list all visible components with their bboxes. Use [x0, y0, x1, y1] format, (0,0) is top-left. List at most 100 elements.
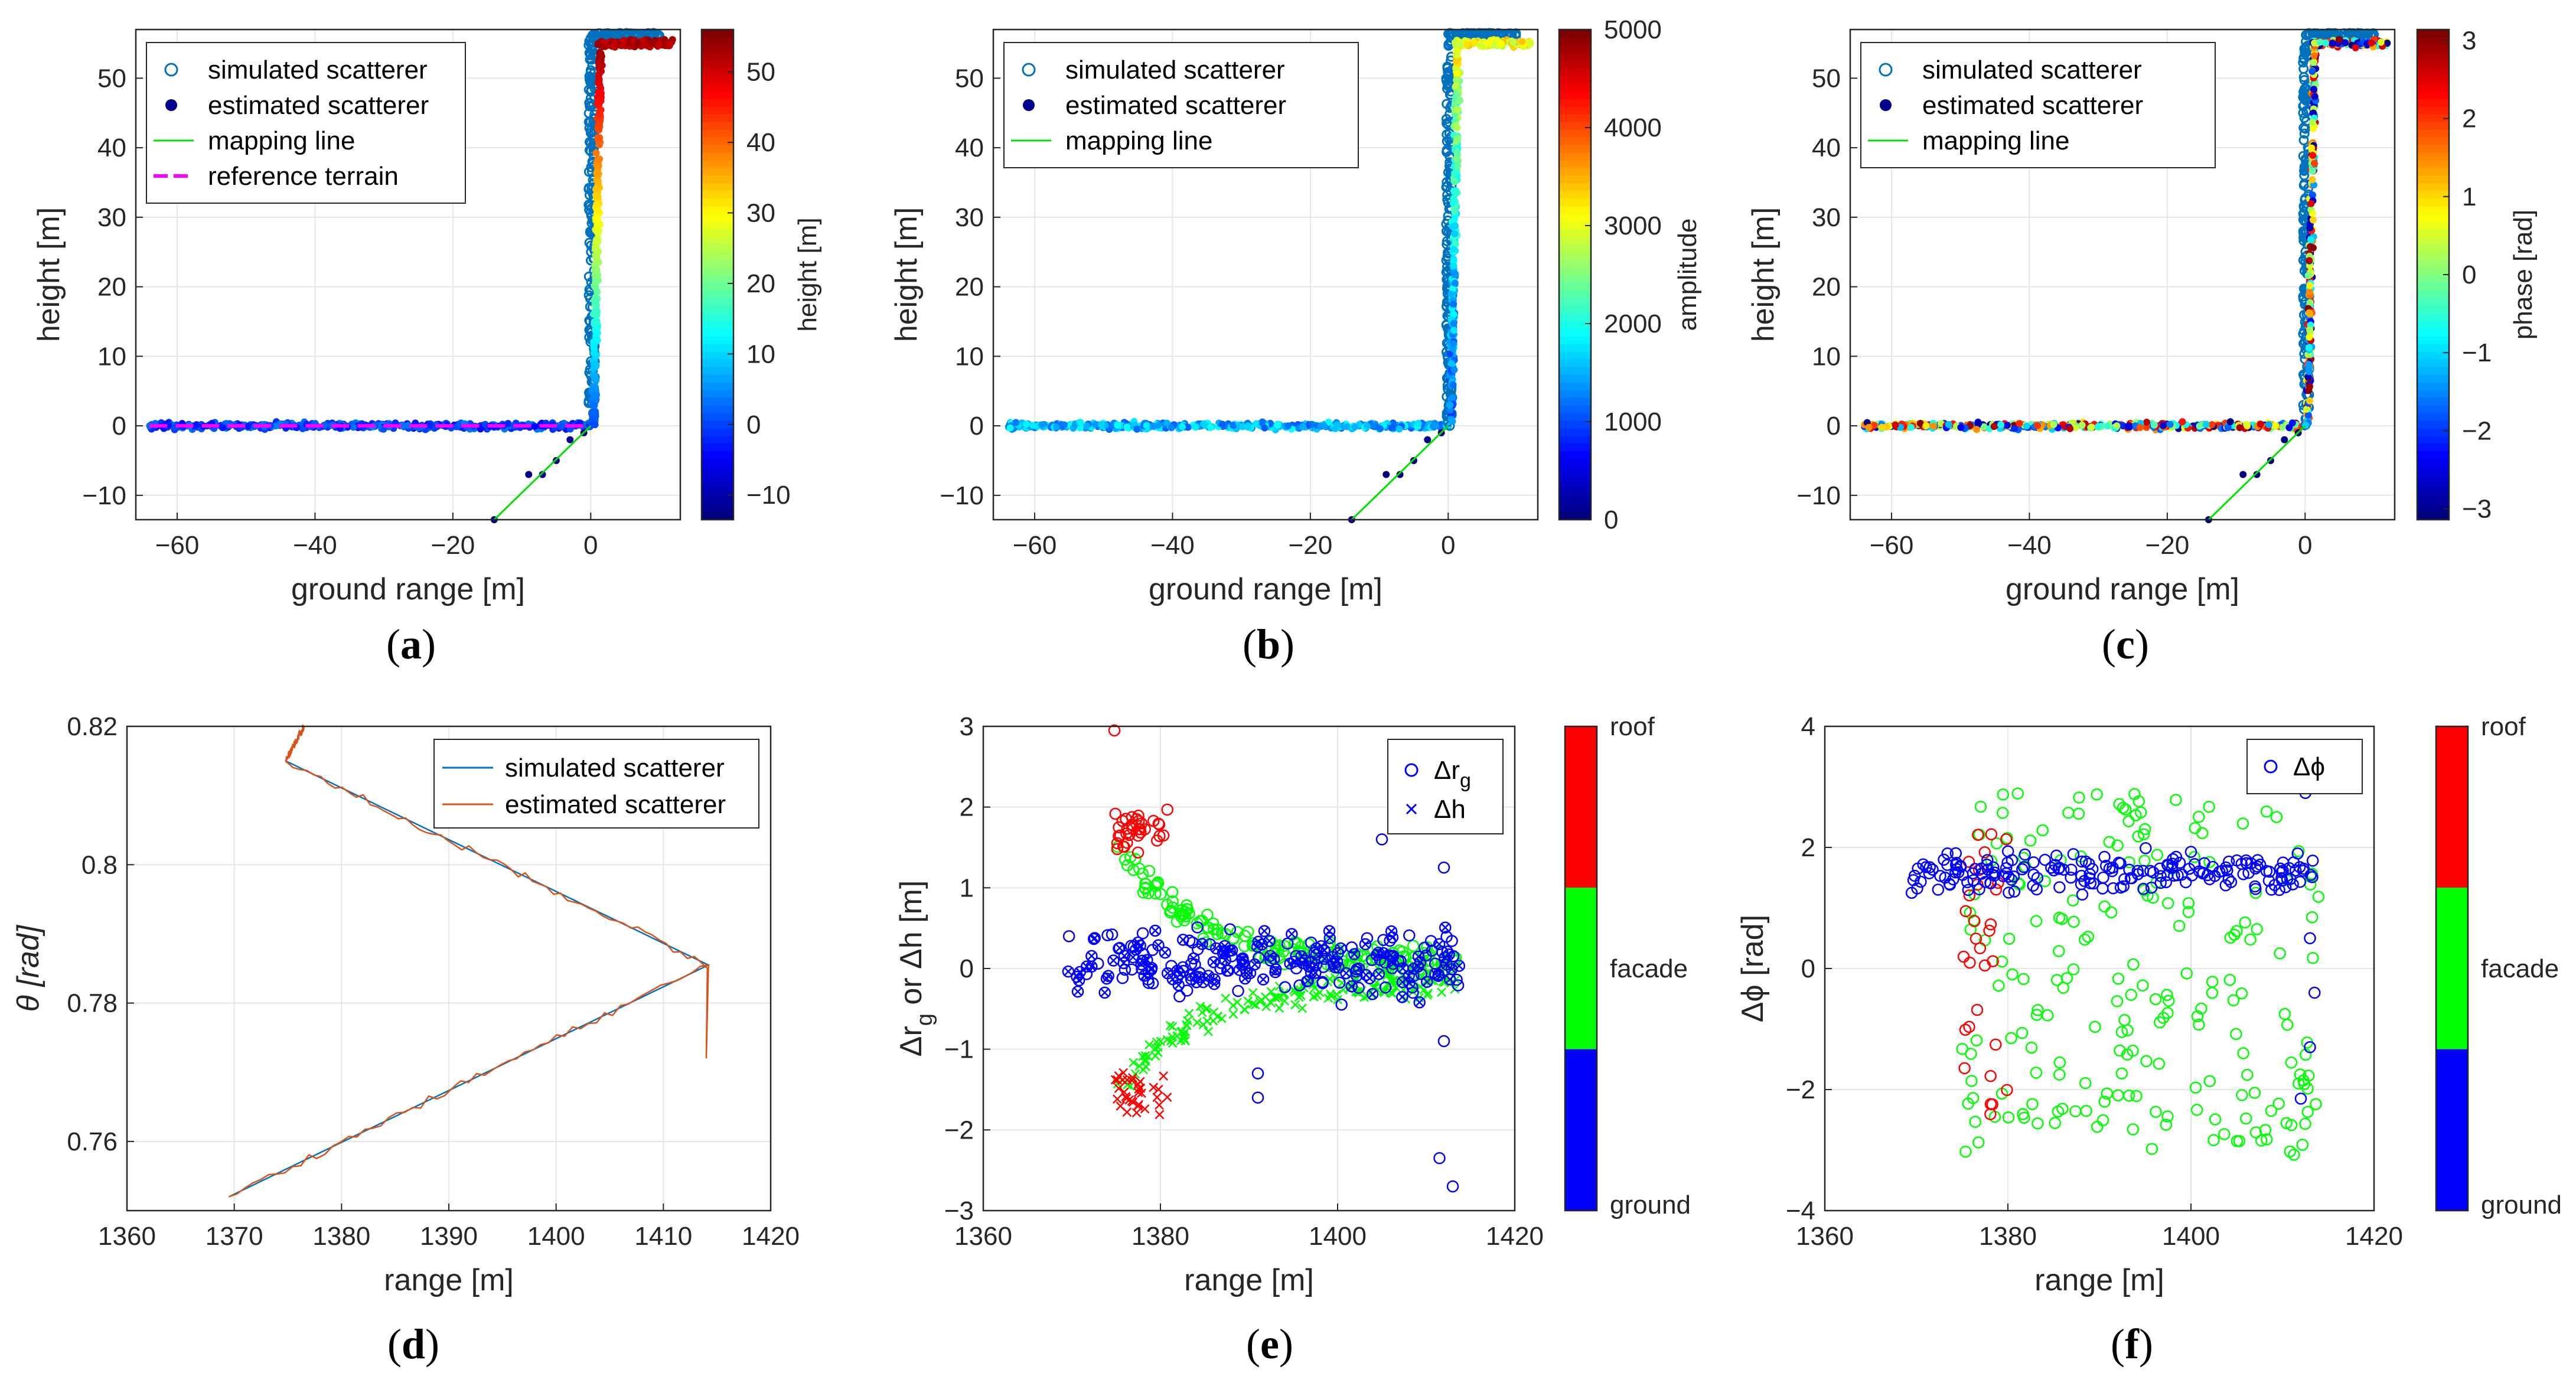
panel-caption: (b): [1243, 621, 1294, 668]
facade-point: [2305, 361, 2313, 368]
colorbar-segment: [702, 405, 733, 413]
colorbar-segment: [702, 358, 733, 367]
facade-point: [1452, 107, 1460, 115]
simulated-facade-point: [585, 128, 596, 138]
x-tick-label: −20: [1289, 531, 1333, 560]
caption-paren: (: [386, 621, 400, 668]
colorbar-segment: [2417, 167, 2449, 176]
colorbar-segment: [1559, 244, 1591, 253]
y-tick-label: 30: [97, 203, 126, 232]
ground-point: [2243, 420, 2251, 428]
legend-label: reference terrain: [208, 162, 399, 191]
colorbar-segment: [1559, 335, 1591, 344]
ground-point: [2094, 423, 2102, 431]
facade-point: [1452, 270, 1459, 278]
roof-point: [655, 41, 663, 49]
y-tick-label: 0: [1801, 954, 1815, 983]
colorbar-segment: [702, 190, 733, 199]
colorbar-segment: [1559, 275, 1591, 283]
roof-point: [620, 37, 628, 44]
colorbar-segment: [1559, 198, 1591, 207]
facade-point: [596, 155, 604, 163]
x-tick-label: 1410: [634, 1222, 692, 1251]
facade-point: [2308, 144, 2316, 152]
category-label: facade: [1610, 954, 1688, 983]
colorbar-segment: [2417, 335, 2449, 344]
colorbar-segment: [1559, 381, 1591, 390]
colorbar-segment: [2417, 121, 2449, 130]
colorbar-segment: [2417, 129, 2449, 138]
colorbar-segment: [2417, 136, 2449, 145]
colorbar-segment: [1559, 351, 1591, 360]
colorbar-segment: [2417, 213, 2449, 222]
roof-point: [2368, 39, 2375, 47]
facade-point: [1452, 58, 1460, 66]
colorbar-tick-label: 3000: [1604, 211, 1662, 240]
category-segment: [2436, 888, 2468, 1049]
colorbar-segment: [2417, 37, 2449, 45]
facade-point: [592, 191, 600, 199]
facade-point: [2307, 200, 2315, 207]
outlier-point: [2281, 436, 2288, 443]
colorbar-frame: [700, 28, 735, 521]
colorbar-segment: [1559, 67, 1591, 76]
y-axis-label: height [m]: [889, 207, 924, 342]
simulated-facade-point: [585, 65, 596, 76]
colorbar-segment: [2417, 221, 2449, 230]
facade-point: [594, 329, 601, 337]
panel-caption: (d): [387, 1320, 439, 1368]
legend-label-part: Δr: [1434, 756, 1460, 785]
colorbar-segment: [702, 289, 733, 298]
ground-point: [2104, 422, 2111, 430]
colorbar-segment: [702, 30, 733, 38]
colorbar-segment: [1559, 282, 1591, 291]
facade-point: [593, 308, 601, 315]
colorbar-segment: [702, 83, 733, 92]
ground-point: [2285, 424, 2293, 432]
ground-point: [219, 423, 226, 431]
colorbar-segment: [702, 497, 733, 506]
colorbar-segment: [1559, 489, 1591, 498]
colorbar-segment: [2417, 67, 2449, 76]
colorbar-segment: [702, 312, 733, 321]
colorbar-tick-label: 1: [2462, 182, 2476, 211]
colorbar-segment: [2417, 252, 2449, 260]
facade-point: [1454, 162, 1462, 170]
ground-point: [1997, 421, 2005, 429]
y-tick-label: 2: [960, 793, 974, 822]
colorbar-segment: [702, 198, 733, 207]
colorbar-segment: [1559, 98, 1591, 107]
colorbar-segment: [2417, 381, 2449, 390]
facade-point: [2309, 216, 2317, 224]
facade-point: [1451, 279, 1459, 287]
outlier-point: [539, 471, 546, 478]
colorbar-segment: [2417, 405, 2449, 413]
x-tick-label: 1420: [742, 1222, 800, 1251]
colorbar-segment: [2417, 152, 2449, 161]
facade-point: [2308, 176, 2316, 184]
facade-point: [1451, 178, 1459, 185]
colorbar-tick-label: 0: [2462, 260, 2476, 289]
y-tick-label: −4: [1786, 1196, 1815, 1225]
facade-point: [2306, 333, 2313, 341]
colorbar-segment: [2417, 443, 2449, 452]
facade-point: [2308, 67, 2316, 75]
facade-point: [592, 149, 600, 157]
ground-point: [1006, 424, 1014, 432]
legend-label: simulated scatterer: [208, 56, 428, 84]
x-tick-label: 1380: [1132, 1222, 1189, 1251]
y-tick-label: 1: [960, 873, 974, 902]
y-tick-label: −3: [944, 1196, 974, 1225]
ground-point: [1012, 419, 1020, 426]
x-tick-label: −60: [155, 531, 200, 560]
y-tick-label: 3: [960, 712, 974, 741]
caption-paren: (: [1243, 621, 1257, 668]
x-axis-label: ground range [m]: [1149, 572, 1382, 606]
colorbar-segment: [2417, 159, 2449, 168]
category-label: ground: [1610, 1191, 1691, 1219]
facade-point: [1447, 360, 1455, 367]
colorbar-segment: [702, 129, 733, 138]
roof-point: [649, 39, 657, 47]
